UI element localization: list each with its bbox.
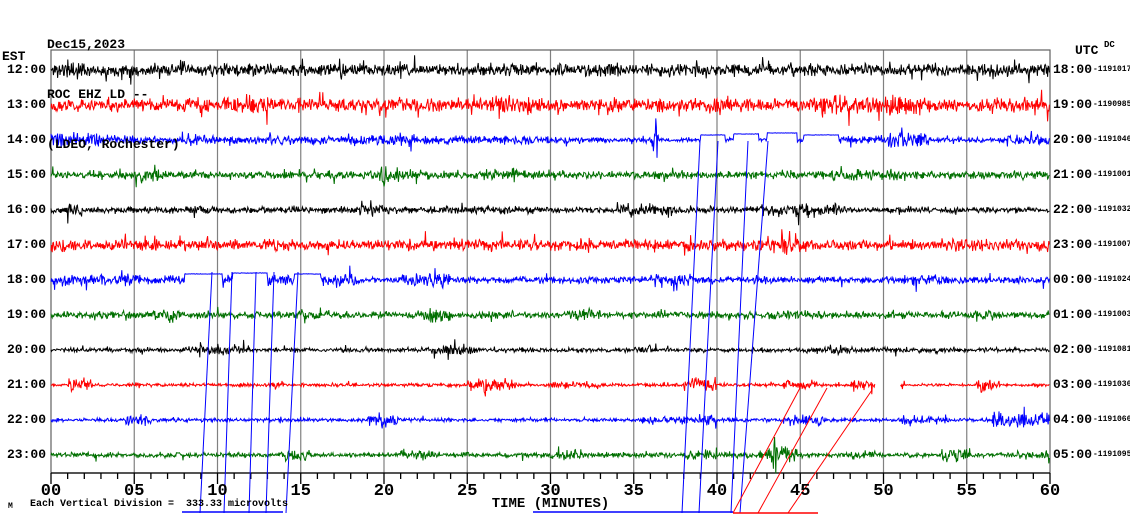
utc-time-label: 05:00 bbox=[1053, 447, 1093, 462]
dc-offset-value: -1191003 bbox=[1093, 310, 1130, 319]
dc-offset-value: -1191007 bbox=[1093, 240, 1130, 249]
x-axis-tick-label: 35 bbox=[623, 482, 644, 501]
seismogram-trace bbox=[900, 379, 1050, 393]
est-time-label: 13:00 bbox=[6, 97, 46, 112]
est-time-label: 17:00 bbox=[6, 237, 46, 252]
est-time-label: 14:00 bbox=[6, 132, 46, 147]
glitch-line bbox=[739, 140, 769, 514]
utc-time-label: 21:00 bbox=[1053, 167, 1093, 182]
seismogram-trace bbox=[50, 376, 876, 397]
title-date: Dec15,2023 bbox=[47, 37, 126, 52]
x-axis-tick-label: 30 bbox=[540, 482, 561, 501]
utc-time-label: 00:00 bbox=[1053, 272, 1093, 287]
glitch-line bbox=[698, 140, 719, 514]
seismogram-trace bbox=[50, 118, 1050, 158]
utc-time-label: 18:00 bbox=[1053, 62, 1093, 77]
seismogram-trace bbox=[50, 306, 1050, 324]
glitch-line bbox=[787, 389, 873, 514]
seismogram-trace bbox=[50, 265, 1050, 292]
utc-time-label: 04:00 bbox=[1053, 412, 1093, 427]
est-time-label: 22:00 bbox=[6, 412, 46, 427]
dc-offset-value: -1191081 bbox=[1093, 345, 1130, 354]
utc-time-label: 23:00 bbox=[1053, 237, 1093, 252]
seismogram-trace bbox=[50, 339, 1050, 360]
vertical-division-note: Each Vertical Division = 333.33 microvol… bbox=[30, 499, 289, 510]
glitch-line bbox=[248, 271, 257, 514]
glitch-line bbox=[223, 271, 233, 514]
x-axis-title: TIME (MINUTES) bbox=[491, 496, 610, 512]
x-axis-tick-label: 25 bbox=[457, 482, 478, 501]
title-block: Dec15,2023 ROC EHZ LD -- (LDEO, Rocheste… bbox=[47, 2, 180, 188]
title-location: (LDEO, Rochester) bbox=[47, 137, 180, 152]
dc-offset-value: -1191046 bbox=[1093, 135, 1130, 144]
dc-offset-value: -1191001 bbox=[1093, 170, 1130, 179]
x-axis-tick-label: 60 bbox=[1039, 482, 1061, 501]
x-axis-tick-label: 50 bbox=[873, 482, 894, 501]
utc-time-label: 01:00 bbox=[1053, 307, 1093, 322]
glitch-line bbox=[681, 140, 701, 514]
est-time-label: 23:00 bbox=[6, 447, 46, 462]
seismogram-trace bbox=[50, 164, 1050, 188]
seismogram-trace bbox=[50, 229, 1050, 256]
est-time-label: 16:00 bbox=[6, 202, 46, 217]
x-axis-tick-label: 00 bbox=[40, 482, 62, 501]
dc-offset-value: -1191095 bbox=[1093, 450, 1130, 459]
est-time-label: 12:00 bbox=[6, 62, 46, 77]
x-axis-tick-label: 55 bbox=[956, 482, 977, 501]
x-axis-tick-label: 15 bbox=[290, 482, 311, 501]
left-timezone-header: EST bbox=[2, 49, 26, 64]
utc-time-label: 19:00 bbox=[1053, 97, 1093, 112]
title-station: ROC EHZ LD -- bbox=[47, 87, 149, 102]
glitch-line bbox=[265, 271, 275, 514]
dc-offset-value: -1191024 bbox=[1093, 275, 1130, 284]
est-time-label: 21:00 bbox=[6, 377, 46, 392]
est-time-label: 19:00 bbox=[6, 307, 46, 322]
glitch-line bbox=[732, 387, 801, 514]
seismogram-trace bbox=[50, 55, 1050, 85]
utc-time-label: 03:00 bbox=[1053, 377, 1093, 392]
utc-time-label: 02:00 bbox=[1053, 342, 1093, 357]
x-axis-tick-label: 45 bbox=[790, 482, 811, 501]
dc-offset-value: -1190985 bbox=[1093, 100, 1130, 109]
dc-offset-value: -1191017 bbox=[1093, 65, 1130, 74]
est-time-label: 18:00 bbox=[6, 272, 46, 287]
est-time-label: 15:00 bbox=[6, 167, 46, 182]
utc-time-label: 20:00 bbox=[1053, 132, 1093, 147]
seismogram-trace bbox=[50, 89, 1050, 126]
glitch-line bbox=[199, 271, 213, 514]
glitch-line bbox=[730, 140, 749, 514]
dc-offset-value: -1191032 bbox=[1093, 205, 1130, 214]
glitch-line bbox=[285, 271, 299, 514]
right-timezone-header: UTC bbox=[1075, 43, 1099, 58]
x-axis-tick-label: 20 bbox=[373, 482, 395, 501]
glitch-line bbox=[757, 387, 828, 514]
seismogram-trace bbox=[50, 200, 1050, 226]
x-axis-tick-label: 10 bbox=[207, 482, 228, 501]
seismogram-trace bbox=[50, 436, 1050, 474]
utc-time-label: 22:00 bbox=[1053, 202, 1093, 217]
footer-scale-prefix: M bbox=[8, 502, 13, 511]
x-axis-tick-label: 05 bbox=[124, 482, 145, 501]
dc-offset-value: -1191066 bbox=[1093, 415, 1130, 424]
dc-offset-value: -1191036 bbox=[1093, 380, 1130, 389]
est-time-label: 20:00 bbox=[6, 342, 46, 357]
x-axis-tick-label: 40 bbox=[706, 482, 728, 501]
seismogram-trace bbox=[50, 406, 1050, 429]
dc-column-header: DC bbox=[1104, 40, 1115, 50]
